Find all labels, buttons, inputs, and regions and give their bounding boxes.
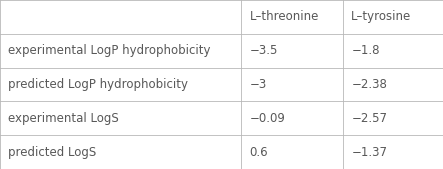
Text: L–threonine: L–threonine bbox=[249, 10, 319, 23]
Text: L–tyrosine: L–tyrosine bbox=[351, 10, 412, 23]
Text: −1.8: −1.8 bbox=[351, 44, 380, 57]
Text: experimental LogP hydrophobicity: experimental LogP hydrophobicity bbox=[8, 44, 210, 57]
Text: −0.09: −0.09 bbox=[249, 112, 285, 125]
Text: −3.5: −3.5 bbox=[249, 44, 278, 57]
Text: −3: −3 bbox=[249, 78, 267, 91]
Text: −2.38: −2.38 bbox=[351, 78, 387, 91]
Text: 0.6: 0.6 bbox=[249, 146, 268, 159]
Text: −2.57: −2.57 bbox=[351, 112, 387, 125]
Text: −1.37: −1.37 bbox=[351, 146, 387, 159]
Text: predicted LogP hydrophobicity: predicted LogP hydrophobicity bbox=[8, 78, 188, 91]
Text: predicted LogS: predicted LogS bbox=[8, 146, 96, 159]
Text: experimental LogS: experimental LogS bbox=[8, 112, 119, 125]
